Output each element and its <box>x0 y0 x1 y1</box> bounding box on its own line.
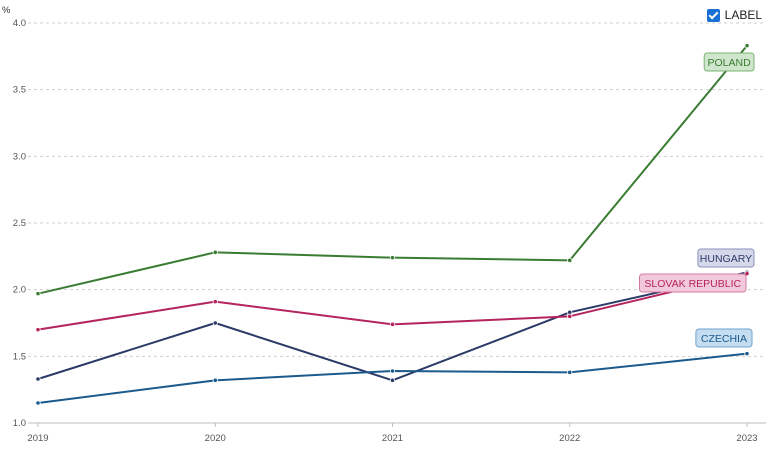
series-tag-box <box>639 273 747 293</box>
y-axis-unit: % <box>2 5 11 16</box>
label-checkbox[interactable] <box>706 8 720 22</box>
series-tag-box <box>703 52 755 72</box>
data-point <box>212 320 218 326</box>
data-point <box>389 368 396 374</box>
data-point <box>567 313 573 319</box>
data-point <box>389 255 396 261</box>
data-point <box>744 351 750 357</box>
y-tick-label: 1.5 <box>13 351 26 362</box>
data-point <box>744 43 750 49</box>
label-toggle[interactable]: LABEL <box>706 8 762 22</box>
y-tick-label: 3.0 <box>13 151 26 162</box>
series-tag: SLOVAK REPUBLIC <box>639 273 747 293</box>
series-tag: CZECHIA <box>695 328 753 348</box>
y-tick-label: 2.0 <box>13 285 26 296</box>
label-toggle-text: LABEL <box>724 8 762 22</box>
y-tick-label: 2.5 <box>13 218 26 229</box>
data-point <box>35 327 41 333</box>
series-tag-box <box>697 248 755 268</box>
x-axis: 2019 2020 2021 2022 2023 <box>27 422 766 444</box>
y-tick-label: 4.0 <box>13 18 26 29</box>
data-point <box>212 249 218 255</box>
x-tick-label: 2019 <box>27 433 48 444</box>
data-point <box>212 299 218 305</box>
data-point <box>35 376 41 382</box>
series-lines <box>35 43 750 406</box>
series-tag: HUNGARY <box>697 248 755 268</box>
series-labels: POLAND HUNGARY SLOVAK REPUBLIC CZECHIA <box>639 52 755 348</box>
x-tick-label: 2022 <box>559 433 580 444</box>
series-tag-box <box>695 328 753 348</box>
x-tick-label: 2021 <box>382 433 403 444</box>
series-tag: POLAND <box>703 52 755 72</box>
data-point <box>567 257 573 263</box>
series-tag-text: HUNGARY <box>700 253 752 265</box>
y-tick-label: 1.0 <box>13 418 26 429</box>
data-point <box>35 291 41 297</box>
data-point <box>567 369 573 375</box>
data-point <box>389 377 396 383</box>
series-tag-text: POLAND <box>708 57 752 69</box>
data-point <box>212 377 218 383</box>
data-point <box>35 400 41 406</box>
y-axis: 1.0 1.5 2.0 2.5 3.0 3.5 4.0 <box>13 18 26 429</box>
y-tick-label: 3.5 <box>13 85 26 96</box>
data-point <box>389 321 396 327</box>
x-tick-label: 2020 <box>205 433 226 444</box>
series-tag-text: SLOVAK REPUBLIC <box>644 278 741 290</box>
series-tag-text: CZECHIA <box>701 333 747 345</box>
x-tick-label: 2023 <box>736 433 757 444</box>
